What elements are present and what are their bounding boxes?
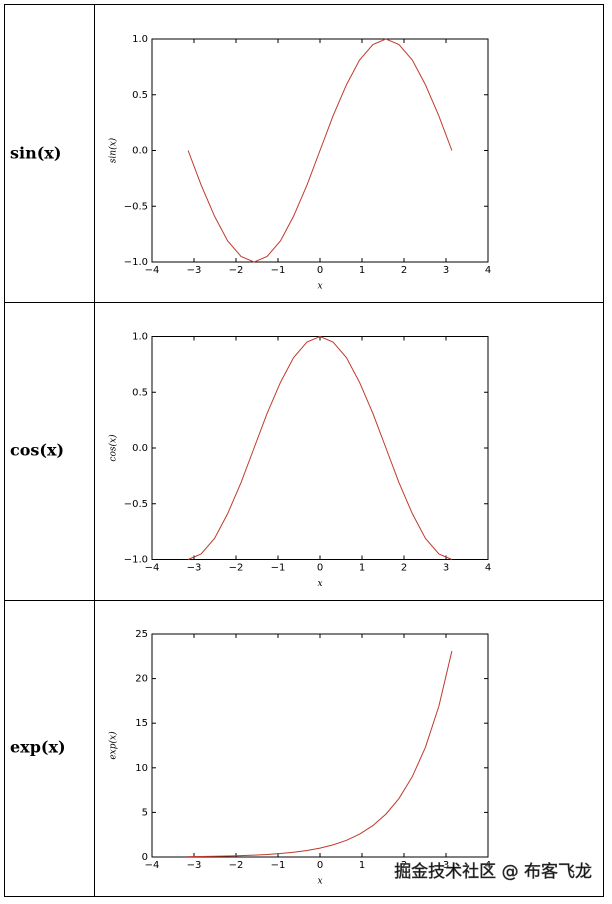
axes-frame bbox=[151, 633, 489, 858]
x-tick-label: 1 bbox=[359, 860, 365, 871]
y-tick-label: −1.0 bbox=[124, 555, 148, 566]
x-tick-label: −2 bbox=[229, 860, 244, 871]
x-tick-label: 1 bbox=[359, 265, 365, 276]
x-tick-label: 1 bbox=[359, 563, 365, 574]
x-tick-label: 3 bbox=[443, 860, 449, 871]
y-tick-label: −0.5 bbox=[124, 499, 148, 510]
y-tick-label: −1.0 bbox=[124, 257, 148, 268]
y-tick-label: 15 bbox=[135, 718, 148, 729]
x-tick-label: 0 bbox=[317, 265, 323, 276]
y-tick-label: 0.0 bbox=[132, 146, 148, 157]
x-tick-label: −4 bbox=[145, 860, 160, 871]
x-tick-label: −2 bbox=[229, 265, 244, 276]
y-tick-label: 0 bbox=[142, 852, 148, 863]
y-axis-label: sin(x) bbox=[108, 137, 119, 163]
row-label: cos(x) bbox=[10, 441, 64, 460]
y-tick-label: 5 bbox=[142, 807, 148, 818]
x-tick-label: −3 bbox=[187, 860, 202, 871]
x-tick-label: −4 bbox=[145, 265, 160, 276]
x-tick-label: −1 bbox=[271, 860, 286, 871]
x-tick-label: −2 bbox=[229, 563, 244, 574]
y-tick-label: 25 bbox=[135, 629, 148, 640]
line bbox=[188, 650, 453, 858]
x-tick-label: −1 bbox=[271, 563, 286, 574]
x-tick-label: 3 bbox=[443, 265, 449, 276]
x-tick-label: −3 bbox=[187, 563, 202, 574]
x-tick-label: −3 bbox=[187, 265, 202, 276]
y-tick-label: 10 bbox=[135, 763, 148, 774]
x-tick-label: 2 bbox=[401, 860, 407, 871]
y-tick-label: 20 bbox=[135, 674, 148, 685]
x-tick-label: 3 bbox=[443, 563, 449, 574]
line bbox=[187, 335, 453, 560]
axes-frame bbox=[151, 336, 489, 560]
watermark: 掘金技术社区 @ 布客飞龙 bbox=[394, 862, 592, 882]
table-border bbox=[4, 4, 604, 897]
y-tick-label: 1.0 bbox=[132, 34, 148, 45]
x-axis-label: x bbox=[317, 282, 322, 292]
y-axis-label: cos(x) bbox=[108, 434, 119, 462]
row-label: sin(x) bbox=[10, 144, 61, 163]
x-axis-label: x bbox=[317, 579, 322, 589]
y-axis-label: exp(x) bbox=[108, 731, 119, 760]
plots: −4 −3 −2 −1 0 1 2 3 4−1.0−0.50.00.51.0xsin(x)−4−… bbox=[108, 34, 492, 887]
x-tick-label: −4 bbox=[145, 563, 160, 574]
x-tick-label: 0 bbox=[317, 563, 323, 574]
y-tick-label: 0.0 bbox=[132, 443, 148, 454]
x-tick-label: 4 bbox=[485, 563, 491, 574]
x-tick-label: 2 bbox=[401, 563, 407, 574]
row-label: exp(x) bbox=[10, 738, 66, 757]
x-axis-label: x bbox=[317, 877, 322, 887]
y-tick-label: 0.5 bbox=[132, 90, 148, 101]
x-tick-label: 4 bbox=[485, 265, 491, 276]
y-tick-label: −0.5 bbox=[124, 201, 148, 212]
x-tick-label: 0 bbox=[317, 860, 323, 871]
line bbox=[187, 38, 453, 263]
y-tick-label: 1.0 bbox=[132, 332, 148, 343]
x-tick-label: 2 bbox=[401, 265, 407, 276]
x-tick-label: 4 bbox=[485, 860, 491, 871]
x-tick-label: −1 bbox=[271, 265, 286, 276]
y-tick-label: 0.5 bbox=[132, 387, 148, 398]
